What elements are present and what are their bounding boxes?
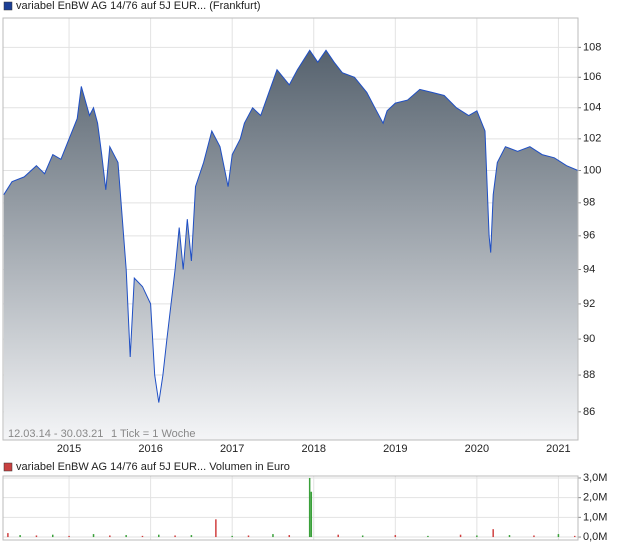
y-tick-label: 106: [583, 71, 601, 83]
volume-bar: [533, 535, 535, 538]
legend-label: variabel EnBW AG 14/76 auf 5J EUR... Vol…: [16, 461, 290, 473]
volume-bar: [109, 535, 111, 538]
x-tick-label: 2015: [57, 443, 81, 455]
volume-bar: [35, 535, 38, 538]
volume-bar: [7, 533, 9, 538]
price-line: [3, 49, 579, 403]
plot-frame: [2, 475, 579, 541]
y-tick-label: 1,0M: [583, 511, 607, 523]
volume-bar: [557, 534, 560, 538]
volume-bar: [394, 535, 397, 538]
volume-bar: [573, 535, 576, 538]
volume-bar: [125, 535, 127, 538]
volume-bar: [247, 535, 250, 538]
volume-bar: [141, 535, 144, 538]
volume-bar: [19, 535, 21, 538]
volume-bar: [288, 535, 291, 538]
volume-bar: [231, 535, 233, 538]
y-tick-label: 108: [583, 41, 601, 53]
y-tick-label: 0,0M: [583, 531, 607, 543]
price-area: [3, 50, 579, 441]
legend-swatch: [3, 462, 13, 472]
volume-bar: [52, 534, 54, 538]
y-tick-label: 96: [583, 230, 595, 242]
volume-bar: [190, 535, 193, 538]
y-tick-label: 3,0M: [583, 472, 607, 484]
volume-bar: [68, 535, 70, 538]
y-tick-label: 102: [583, 133, 601, 145]
y-tick-label: 94: [583, 263, 595, 275]
tick-note: 1 Tick = 1 Woche: [111, 428, 195, 440]
legend-label: variabel EnBW AG 14/76 auf 5J EUR... (Fr…: [16, 0, 261, 12]
date-range: 12.03.14 - 30.03.21: [8, 428, 103, 440]
y-tick-label: 100: [583, 164, 601, 176]
volume-bar: [337, 534, 339, 538]
volume-bar: [459, 534, 462, 538]
volume-bar: [361, 535, 364, 538]
plot-frame: [2, 17, 579, 441]
volume-bar: [476, 535, 478, 538]
y-tick-label: 90: [583, 333, 595, 345]
y-tick-label: 98: [583, 197, 595, 209]
x-tick-label: 2018: [302, 443, 326, 455]
volume-bar: [508, 535, 511, 538]
volume-bar: [492, 529, 494, 538]
legend-swatch: [3, 1, 13, 11]
volume-bar: [92, 534, 95, 538]
volume-bar: [308, 477, 311, 538]
y-tick-label: 88: [583, 369, 595, 381]
y-tick-label: 2,0M: [583, 492, 607, 504]
x-tick-label: 2019: [383, 443, 407, 455]
y-tick-label: 86: [583, 406, 595, 418]
volume-bar: [158, 534, 160, 538]
x-tick-label: 2021: [546, 443, 570, 455]
volume-bar: [215, 519, 217, 538]
y-tick-label: 104: [583, 102, 601, 114]
x-tick-label: 2016: [138, 443, 162, 455]
volume-bar: [174, 535, 176, 538]
x-tick-label: 2020: [465, 443, 489, 455]
volume-bar: [310, 491, 313, 538]
y-tick-label: 92: [583, 298, 595, 310]
volume-bar: [272, 534, 274, 538]
x-tick-label: 2017: [220, 443, 244, 455]
volume-bar: [427, 535, 429, 538]
